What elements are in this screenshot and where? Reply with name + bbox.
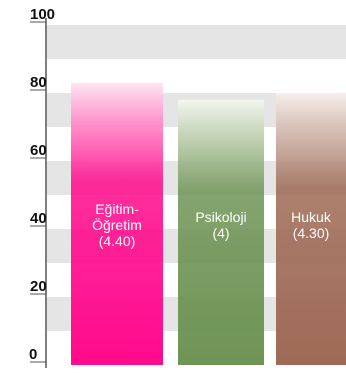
- y-tick-label: 100: [30, 6, 55, 23]
- bar-label-0-2: (4.40): [99, 233, 136, 249]
- y-tick-label: 0: [29, 346, 37, 363]
- bar-1: [178, 99, 264, 366]
- bar-label-1-1: (4): [212, 225, 229, 241]
- bar-label-0-1: Öğretim: [92, 216, 142, 233]
- y-tick-label: 40: [30, 210, 47, 227]
- bar-label-2-1: (4.30): [293, 225, 330, 241]
- y-tick-label: 20: [30, 278, 47, 295]
- bar-label-0-0: Eğitim-: [95, 201, 139, 217]
- y-tick-label: 80: [30, 74, 47, 91]
- bar-0: [71, 82, 163, 366]
- y-tick-label: 60: [30, 142, 47, 159]
- grid-band: [47, 25, 346, 59]
- bar-label-2-0: Hukuk: [291, 209, 332, 225]
- bar-2: [276, 93, 346, 365]
- bar-label-1-0: Psikoloji: [195, 209, 246, 225]
